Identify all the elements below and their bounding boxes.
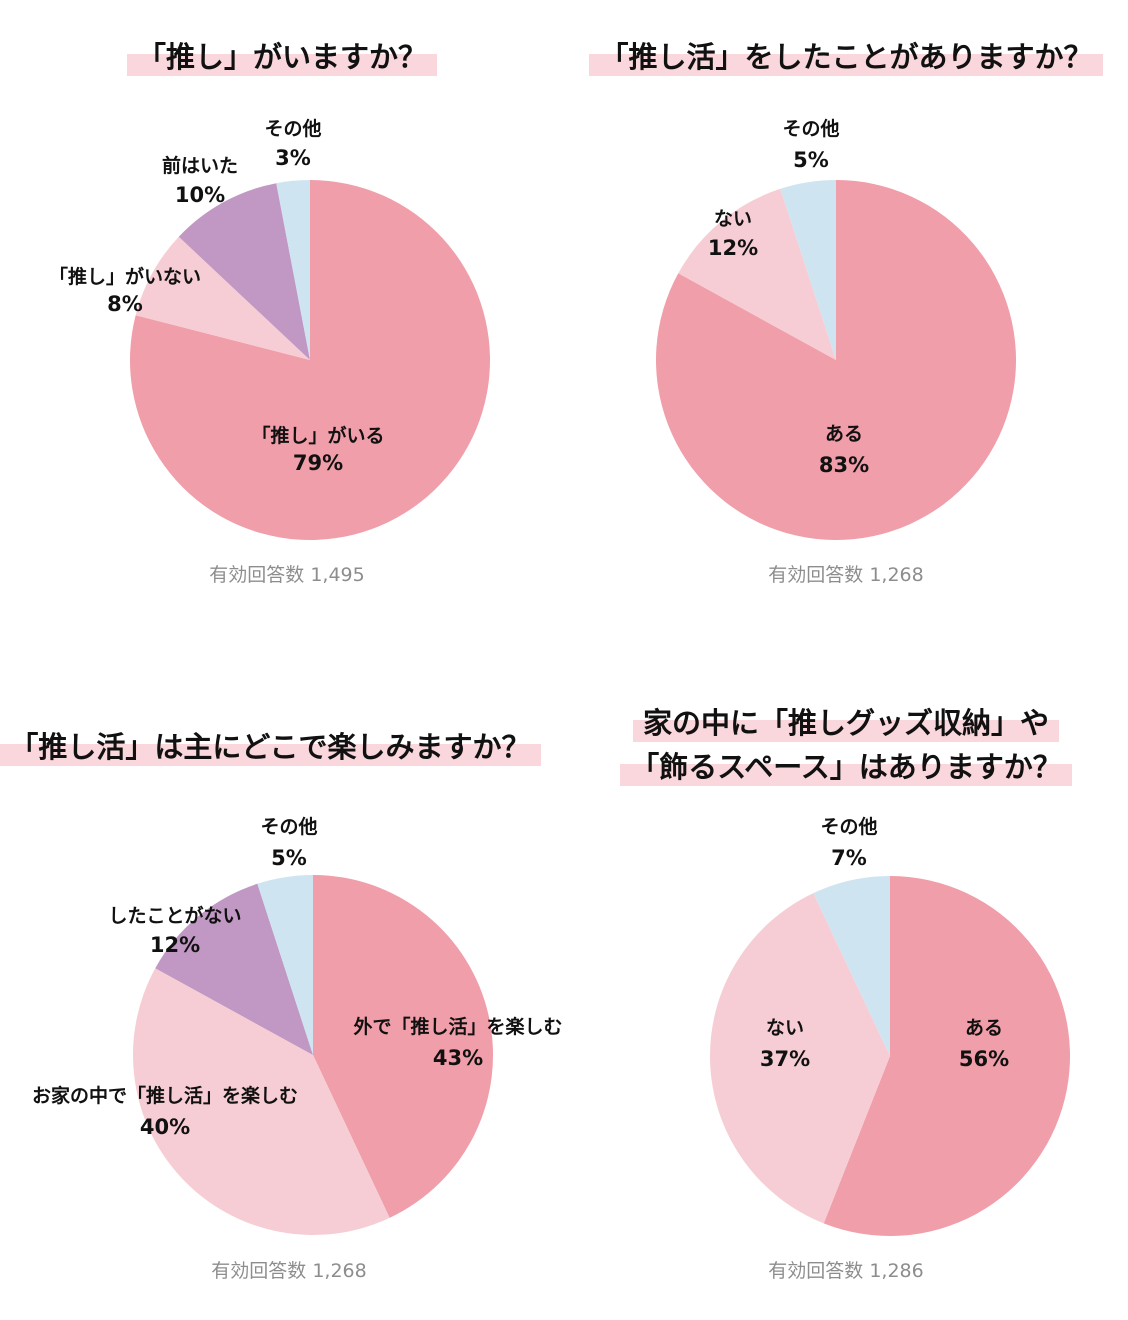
pie-4-slice-3-label: その他 (820, 815, 877, 838)
response-count-2: 有効回答数 1,268 (768, 564, 924, 586)
pie-3-slice-2-value: 40% (140, 1115, 190, 1139)
pie-1-slice-3 (178, 183, 310, 360)
response-count-3: 有効回答数 1,268 (211, 1260, 367, 1282)
pie-3-slice-2-label: お家の中で「推し活」を楽しむ (32, 1084, 298, 1107)
chart-panel-2: 「推し活」をしたことがありますか？ ある 83% ない 12% その他 5% 有効回答数 … (564, 0, 1128, 620)
chart-title-4-line-1: 家の中に「推しグッズ収納」や (632, 704, 1059, 742)
chart-title-1: 「推し」がいますか？ (0, 38, 564, 76)
pie-1-slice-1-value: 79% (293, 451, 343, 475)
pie-3-slice-1 (313, 875, 494, 1218)
pie-1-slice-4 (276, 180, 310, 360)
pie-chart-1: 「推し」がいる 79% 「推し」がいない 8% 前はいた 10% その他 3% (49, 117, 490, 540)
chart-panel-4: 家の中に「推しグッズ収納」や 「飾るスペース」はありますか？ ある 56% ない 37… (564, 660, 1128, 1320)
chart-panel-3: 「推し活」は主にどこで楽しみますか？ 外で「推し活」を楽しむ 43% お家の中で「推… (0, 660, 564, 1320)
pie-3-slice-1-label: 外で「推し活」を楽しむ (353, 1015, 562, 1038)
pie-1-slice-2 (135, 236, 310, 360)
pie-1-slice-2-value: 8% (107, 292, 143, 316)
pie-4-slice-2-value: 37% (760, 1047, 810, 1071)
pie-4-slice-1-value: 56% (959, 1047, 1009, 1071)
chart-title-1-line-1: 「推し」がいますか？ (126, 38, 437, 76)
pie-2-slice-2-label: ない (714, 208, 752, 230)
pie-1-slice-4-label: その他 (264, 117, 321, 140)
pie-1-slice-3-value: 10% (175, 183, 225, 207)
pie-3-slice-3-value: 12% (150, 933, 200, 957)
pie-3-slice-3 (155, 883, 313, 1055)
pie-1-slice-4-value: 3% (275, 146, 311, 170)
pie-4-slice-1 (823, 876, 1070, 1236)
chart-title-4b: 「飾るスペース」はありますか？ (564, 748, 1128, 786)
pie-4-slice-3-value: 7% (831, 846, 867, 870)
pie-chart-4: ある 56% ない 37% その他 7% (710, 815, 1070, 1236)
response-count-4: 有効回答数 1,286 (768, 1260, 924, 1282)
pie-4-slice-2 (710, 893, 890, 1224)
pie-4-slice-1-label: ある (965, 1017, 1003, 1039)
pie-3-slice-1-value: 43% (433, 1046, 483, 1070)
pie-2-slice-1-value: 83% (819, 453, 869, 477)
pie-2-slice-3-value: 5% (793, 148, 829, 172)
chart-title-4: 家の中に「推しグッズ収納」や (564, 704, 1128, 742)
pie-2-slice-2-value: 12% (708, 236, 758, 260)
pie-3-slice-4-value: 5% (271, 846, 307, 870)
chart-panel-1: 「推し」がいますか？ 「推し」がいる 79% 「推し」がいない 8% 前はいた 10% その… (0, 0, 564, 620)
pie-4-slice-2-label: ない (766, 1017, 804, 1039)
pie-2-slice-2 (678, 188, 836, 360)
response-count-1: 有効回答数 1,495 (209, 564, 365, 586)
pie-4-slice-3 (813, 876, 890, 1056)
pie-1-slice-2-label: 「推し」がいない (49, 265, 201, 288)
chart-title-3-line-1: 「推し活」は主にどこで楽しみますか？ (0, 728, 541, 766)
pie-3-slice-4 (257, 875, 313, 1055)
pie-1-slice-3-label: 前はいた (162, 154, 238, 177)
pie-3-slice-2 (132, 968, 390, 1235)
pie-2-slice-1-label: ある (825, 423, 863, 445)
chart-title-4-line-2: 「飾るスペース」はありますか？ (620, 748, 1072, 786)
pie-chart-2: ある 83% ない 12% その他 5% (656, 117, 1016, 540)
pie-1-slice-1-label: 「推し」がいる (251, 424, 384, 447)
pie-2-slice-3 (780, 180, 836, 360)
chart-title-2-line-1: 「推し活」をしたことがありますか？ (589, 38, 1103, 76)
chart-title-3: 「推し活」は主にどこで楽しみますか？ (0, 728, 564, 766)
pie-3-slice-3-label: したことがない (108, 904, 241, 927)
pie-3-slice-4-label: その他 (260, 815, 317, 838)
pie-2-slice-3-label: その他 (782, 117, 839, 140)
chart-title-2: 「推し活」をしたことがありますか？ (564, 38, 1128, 76)
pie-chart-3: 外で「推し活」を楽しむ 43% お家の中で「推し活」を楽しむ 40% したことがない 12… (32, 815, 563, 1235)
